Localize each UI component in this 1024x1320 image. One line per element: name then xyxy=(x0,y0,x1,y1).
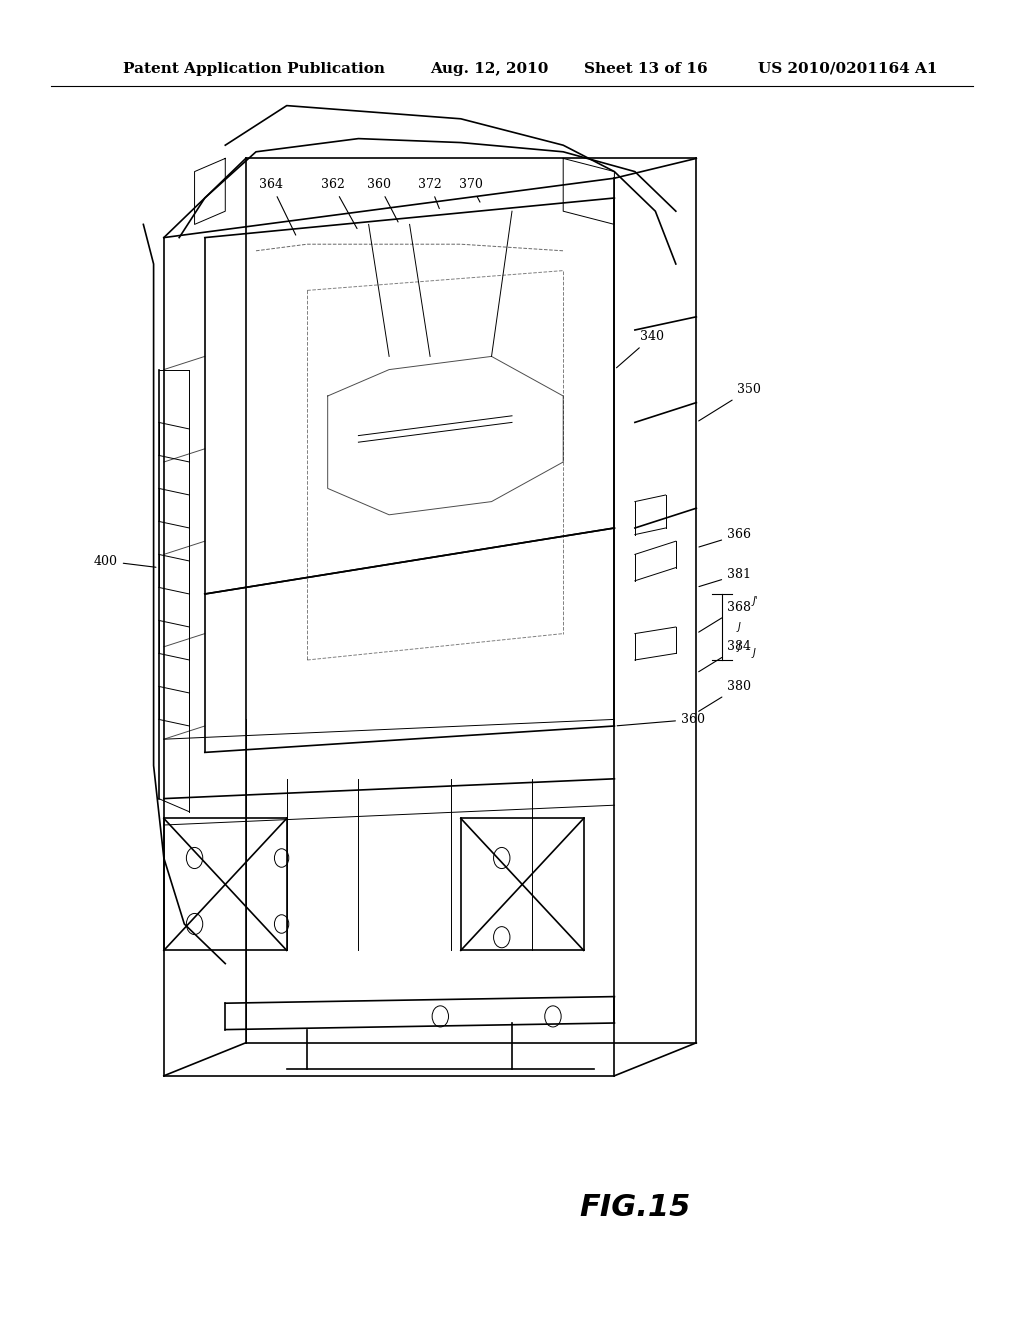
Text: 368: 368 xyxy=(698,601,751,632)
Text: 360: 360 xyxy=(367,178,398,222)
Text: 400: 400 xyxy=(94,554,156,568)
Text: 340: 340 xyxy=(616,330,664,368)
Text: 366: 366 xyxy=(699,528,751,546)
Text: 381: 381 xyxy=(699,568,751,586)
Text: Patent Application Publication: Patent Application Publication xyxy=(123,62,385,75)
Text: J: J xyxy=(737,642,740,652)
Text: Sheet 13 of 16: Sheet 13 of 16 xyxy=(584,62,708,75)
Text: FIG.15: FIG.15 xyxy=(580,1193,690,1222)
Text: J: J xyxy=(753,648,756,659)
Text: 350: 350 xyxy=(698,383,761,421)
Text: Aug. 12, 2010: Aug. 12, 2010 xyxy=(430,62,549,75)
Text: J': J' xyxy=(753,595,758,606)
Text: J: J xyxy=(737,622,740,632)
Text: 360: 360 xyxy=(617,713,705,726)
Text: US 2010/0201164 A1: US 2010/0201164 A1 xyxy=(758,62,937,75)
Text: 372: 372 xyxy=(418,178,442,209)
Text: 380: 380 xyxy=(698,680,751,711)
Text: 364: 364 xyxy=(259,178,296,235)
Text: 384: 384 xyxy=(698,640,751,672)
Text: 370: 370 xyxy=(459,178,483,202)
Text: 362: 362 xyxy=(321,178,357,228)
